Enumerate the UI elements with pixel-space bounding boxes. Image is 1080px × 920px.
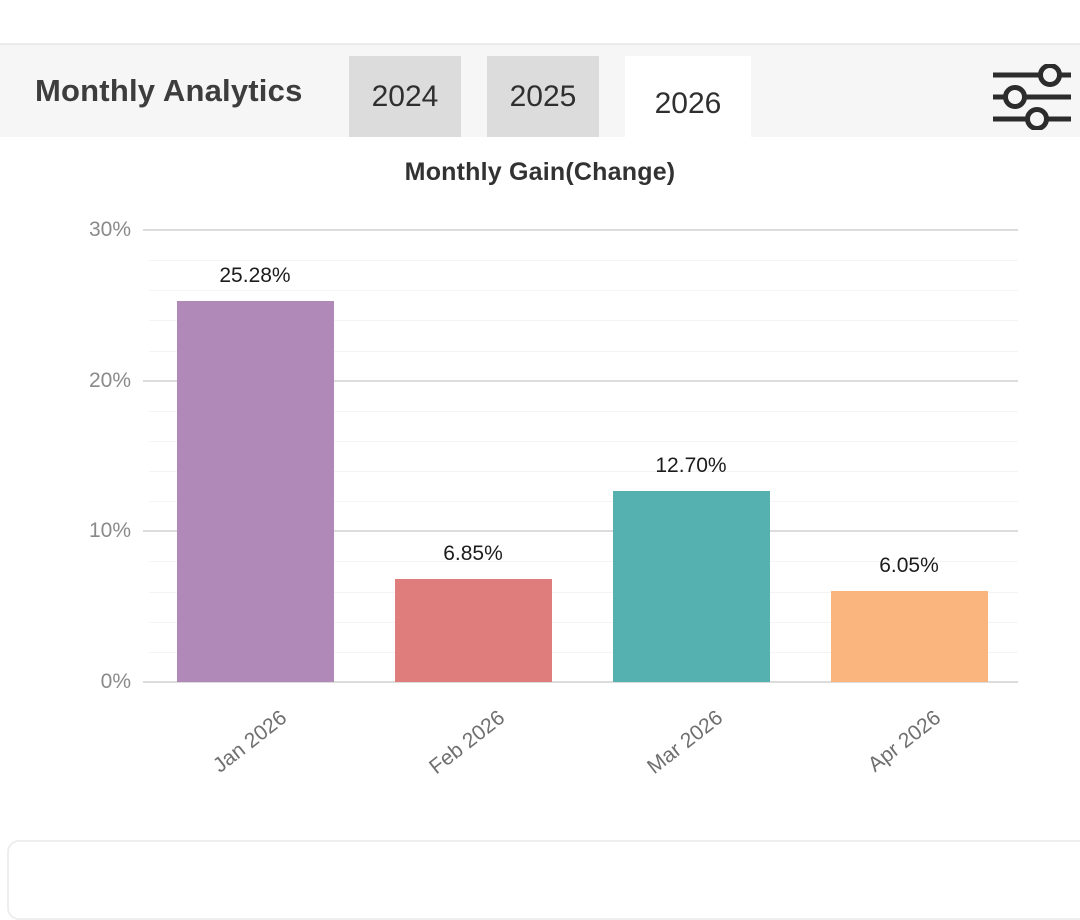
chart-bar-mar-2026[interactable]	[612, 490, 770, 682]
y-tick-label: 30%	[88, 217, 131, 241]
gridline-minor	[149, 651, 1018, 653]
year-tabs: 2024 2025 2026	[349, 56, 751, 151]
x-axis-label: Feb 2026	[425, 706, 510, 779]
gridline-major	[143, 681, 1018, 683]
tab-2026[interactable]: 2026	[625, 56, 751, 151]
x-axis-label: Mar 2026	[643, 706, 728, 779]
bar-value-label: 6.05%	[879, 553, 939, 577]
gridline-minor	[149, 621, 1018, 623]
chart-bar-jan-2026[interactable]	[176, 301, 334, 682]
gridline-minor	[149, 350, 1018, 352]
sliders-icon	[993, 64, 1071, 130]
top-strip	[0, 0, 1080, 43]
filter-button[interactable]	[992, 63, 1072, 131]
gridline-minor	[149, 591, 1018, 593]
bar-value-label: 25.28%	[219, 264, 291, 288]
next-section-card	[7, 840, 1080, 920]
tab-2025[interactable]: 2025	[487, 56, 599, 137]
gridline-major	[143, 530, 1018, 533]
gridline-minor	[149, 471, 1018, 473]
y-tick-label: 20%	[88, 368, 131, 392]
page-title: Monthly Analytics	[35, 73, 303, 108]
gridline-minor	[149, 290, 1018, 292]
gridline-minor	[149, 320, 1018, 322]
header-bar: Monthly Analytics 2024 2025 2026	[0, 45, 1080, 151]
chart-card: Monthly Gain(Change) 30% 20% 10% 0% 25.28% Ja…	[0, 137, 1080, 880]
x-axis-label: Apr 2026	[863, 706, 946, 777]
tab-2024[interactable]: 2024	[349, 56, 461, 137]
chart-title: Monthly Gain(Change)	[404, 158, 676, 186]
header-divider	[0, 43, 1080, 45]
y-tick-label: 10%	[88, 519, 131, 543]
y-tick-label: 0%	[100, 670, 131, 693]
chart-bar-apr-2026[interactable]	[830, 590, 988, 682]
gridline-minor	[149, 501, 1018, 503]
gridline-minor	[149, 440, 1018, 442]
gridline-minor	[149, 410, 1018, 412]
gridline-minor	[149, 561, 1018, 563]
gridline-minor	[149, 260, 1018, 262]
bar-value-label: 6.85%	[443, 541, 503, 565]
gridline-major	[143, 228, 1018, 231]
gridline-major	[143, 379, 1018, 382]
chart-bar-feb-2026[interactable]	[394, 578, 552, 682]
bar-chart-plot: 30% 20% 10% 0% 25.28% Jan 2026 6.85% Feb 2026 12…	[0, 137, 1080, 880]
bar-value-label: 12.70%	[655, 453, 727, 477]
x-axis-label: Jan 2026	[208, 706, 292, 778]
